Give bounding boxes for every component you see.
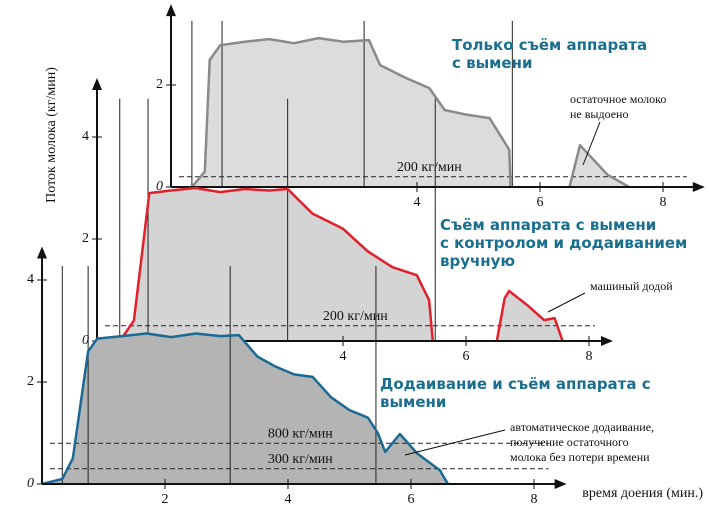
y-tick-label: 4 (27, 272, 34, 287)
threshold-label: 300 кг/мин (268, 452, 333, 467)
x-arrow (692, 182, 705, 192)
area-line (118, 186, 564, 342)
x-axis-label: время доения (мин.) (582, 486, 703, 501)
x-tick-label: 4 (285, 492, 292, 507)
annotation-line: молока без потери времени (510, 450, 650, 464)
area-fill (42, 333, 448, 484)
y-tick-label: 2 (27, 374, 34, 389)
x-tick-label: 8 (531, 492, 538, 507)
x-arrow (554, 479, 567, 489)
title-line: вручную (440, 252, 515, 270)
y-tick-label: 2 (156, 77, 163, 92)
y-arrow (92, 78, 102, 90)
y-tick-label: 0 (156, 179, 163, 194)
title-line: Только съём аппарата (452, 36, 647, 54)
x-tick-label: 2 (162, 492, 169, 507)
leader (582, 121, 601, 166)
x-tick-label: 6 (537, 195, 544, 210)
y-tick-label: 2 (82, 231, 89, 246)
title-line: с вымени (452, 54, 532, 72)
x-tick-label: 4 (414, 195, 421, 210)
annotation-line: получение остаточного (510, 435, 629, 449)
x-tick-label: 6 (463, 349, 470, 364)
title-line: вымени (380, 393, 446, 411)
area-line (190, 36, 630, 189)
y-tick-label: 4 (82, 129, 89, 144)
y-arrow (166, 4, 176, 17)
title-line: с контролом и додаиванием (440, 234, 687, 252)
x-tick-label: 4 (340, 349, 347, 364)
title-line: Съём аппарата с вымени (440, 216, 656, 234)
x-tick-label: 8 (586, 349, 593, 364)
annotation: автоматическое додаивание, получение оста… (510, 420, 654, 464)
y-arrow (37, 246, 47, 259)
annotation-line: автоматическое додаивание, (510, 420, 654, 434)
x-arrow (600, 336, 613, 346)
annotation-line: машиный додой (590, 279, 673, 293)
annotation: остаточное молоко не выдоено (570, 92, 666, 121)
annotation-line: остаточное молоко (570, 92, 666, 106)
annotation: машиный додой (590, 279, 673, 293)
threshold-label: 200 кг/мин (397, 160, 462, 175)
x-tick-label: 6 (408, 492, 415, 507)
area-line (41, 332, 449, 486)
chart-title: Только съём аппарата с вымени (452, 36, 647, 72)
title-line: Додаивание и съём аппарата с (380, 375, 651, 393)
leader (404, 429, 506, 456)
threshold-label: 200 кг/мин (323, 309, 388, 324)
area-fill (191, 38, 630, 187)
y-tick-label: 0 (27, 476, 34, 491)
y-tick-label: 0 (82, 333, 89, 348)
x-tick-label: 8 (660, 195, 667, 210)
chart-title: Съём аппарата с вымени с контролом и дода… (440, 216, 687, 270)
leader (547, 292, 586, 313)
y-axis-label: Поток молока (кг/мин) (44, 67, 59, 203)
annotation-line: не выдоено (570, 107, 628, 121)
chart-title: Додаивание и съём аппарата с вымени (380, 375, 651, 411)
threshold-label: 800 кг/мин (268, 426, 333, 441)
